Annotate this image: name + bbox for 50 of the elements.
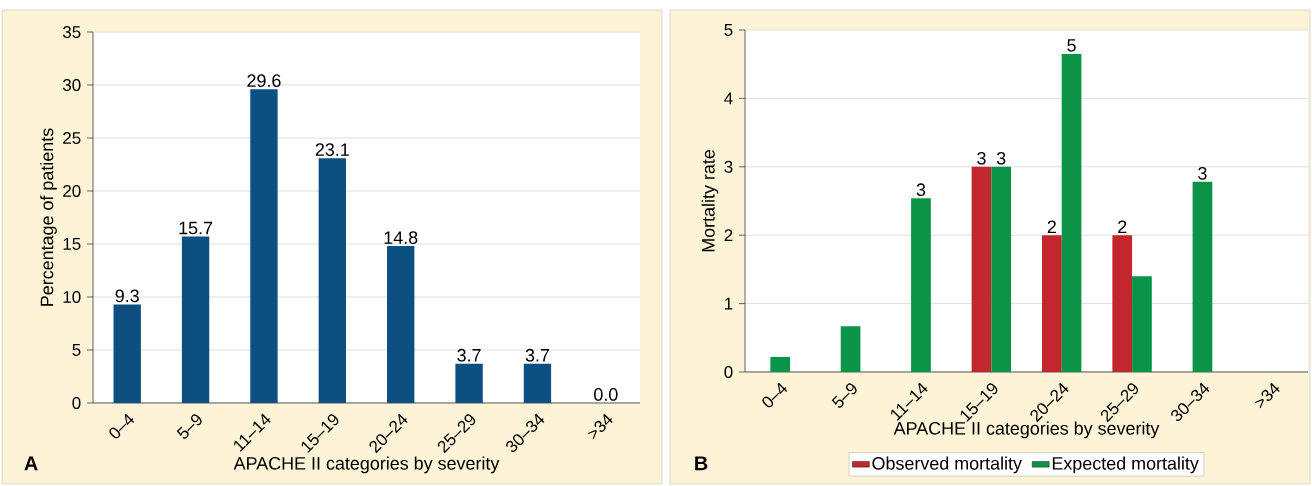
data-label: 3.7 (457, 348, 481, 362)
data-label: 15.7 (179, 221, 213, 235)
x-tick-label: 0–4 (109, 413, 135, 439)
bar (113, 304, 141, 403)
y-tick-label: 30 (62, 78, 81, 91)
y-tick-label: 3 (724, 160, 733, 173)
data-label: 2 (1118, 220, 1127, 233)
bar (181, 236, 210, 403)
y-tick-label: 15 (63, 238, 81, 250)
data-label: 29.6 (247, 74, 281, 88)
y-tick-label: 0 (72, 396, 81, 409)
x-axis-title: APACHE II categories by severity (233, 456, 500, 474)
legend-label: Observed mortality (872, 456, 1022, 474)
y-tick-label: 4 (724, 92, 733, 105)
y-axis-title: Mortality rate (701, 149, 719, 252)
y-tick-label: 20 (63, 184, 81, 197)
x-tick-label: 5–9 (176, 414, 202, 439)
data-label: 5 (1067, 39, 1076, 52)
data-label: 3.7 (525, 348, 550, 362)
data-label: 3 (1198, 166, 1207, 180)
bar (318, 158, 346, 403)
bar (250, 89, 278, 403)
x-tick-label: >34 (1254, 382, 1280, 409)
data-label: 9.3 (115, 289, 139, 303)
bar (455, 363, 483, 403)
data-label: 23.1 (315, 143, 349, 156)
y-tick-label: 5 (72, 344, 81, 356)
y-axis-title: Percentage of patients (40, 128, 57, 306)
text: B (695, 456, 708, 471)
bar (387, 246, 415, 403)
data-label: 14.8 (384, 231, 418, 244)
y-tick-label: 5 (724, 24, 733, 36)
legend-label: Expected mortality (1052, 456, 1199, 474)
y-tick-label: 2 (724, 229, 733, 242)
y-tick-label: 10 (63, 290, 81, 303)
y-tick-label: 1 (725, 297, 733, 310)
x-tick-label: >34 (587, 413, 613, 440)
x-tick-label: 0–4 (762, 382, 788, 408)
data-label: 3 (996, 151, 1006, 165)
x-axis-title: APACHE II categories by severity (893, 421, 1160, 439)
x-tick-label: 5–9 (831, 383, 857, 408)
y-tick-label: 25 (63, 131, 81, 144)
data-label: 0.0 (594, 388, 618, 401)
data-label: 3 (977, 151, 986, 165)
y-tick-label: 35 (62, 25, 81, 38)
data-label: 3 (916, 183, 926, 197)
y-tick-label: 0 (724, 365, 733, 378)
bar (523, 363, 552, 403)
data-label: 2 (1047, 220, 1056, 233)
text: A (24, 456, 38, 471)
